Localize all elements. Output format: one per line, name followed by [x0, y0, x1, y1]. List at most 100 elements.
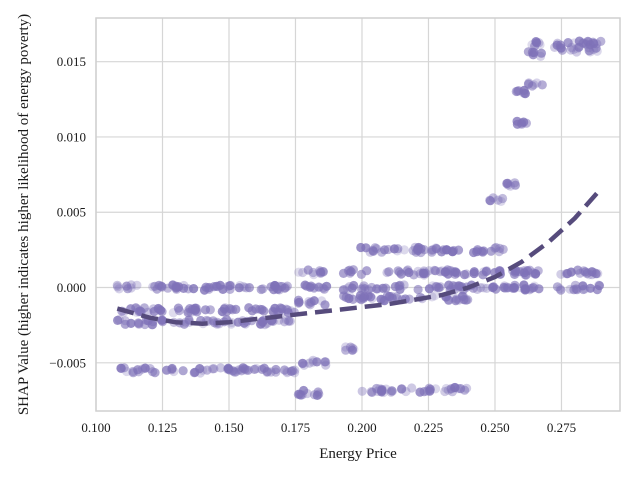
data-point — [190, 367, 200, 377]
data-point — [201, 282, 211, 292]
data-point — [574, 42, 584, 52]
data-point — [587, 270, 597, 280]
data-point — [434, 283, 444, 293]
data-point — [451, 294, 462, 304]
data-point — [491, 284, 501, 294]
data-point — [321, 357, 331, 367]
data-point — [567, 42, 577, 53]
data-point — [589, 267, 599, 278]
data-point — [122, 281, 132, 291]
data-point — [580, 284, 590, 294]
data-point — [271, 364, 281, 375]
data-point — [200, 305, 211, 315]
data-point — [453, 245, 464, 255]
data-point — [140, 363, 150, 373]
data-point — [481, 266, 491, 277]
data-point — [229, 367, 239, 377]
data-point — [596, 36, 606, 47]
data-point — [584, 46, 594, 56]
data-point — [228, 366, 238, 376]
data-point — [446, 384, 456, 394]
data-point — [216, 363, 226, 373]
data-point — [432, 282, 442, 292]
data-point — [179, 280, 189, 291]
data-point — [407, 383, 417, 393]
y-tick-label: −0.005 — [49, 355, 86, 370]
data-point — [583, 36, 593, 47]
data-point — [361, 243, 371, 253]
data-point — [383, 244, 393, 255]
data-point — [479, 267, 489, 277]
data-point — [486, 246, 496, 256]
y-tick-label: 0.010 — [57, 129, 86, 144]
data-point — [251, 304, 261, 314]
data-point — [566, 45, 576, 55]
data-point — [113, 282, 123, 292]
data-point — [218, 284, 228, 294]
data-point — [569, 285, 579, 295]
data-point — [297, 358, 308, 368]
grid — [95, 18, 620, 411]
data-point — [279, 317, 290, 327]
data-point — [502, 178, 512, 189]
data-point — [430, 266, 440, 276]
data-point — [396, 384, 407, 394]
data-point — [430, 291, 440, 301]
data-point — [296, 390, 306, 400]
data-point — [512, 119, 523, 129]
data-point — [473, 245, 483, 255]
data-point — [427, 245, 437, 255]
data-point — [135, 306, 145, 316]
data-point — [134, 367, 144, 377]
data-point — [112, 280, 122, 290]
data-point — [313, 387, 323, 397]
data-point — [262, 318, 272, 328]
data-point — [189, 284, 199, 294]
y-axis-title: SHAP Value (higher indicates higher like… — [16, 14, 32, 415]
data-point — [591, 43, 601, 53]
data-point — [128, 368, 138, 378]
data-point — [224, 303, 235, 314]
data-point — [573, 265, 583, 275]
data-point — [239, 282, 250, 293]
x-tick-label: 0.250 — [480, 420, 509, 435]
data-point — [148, 282, 158, 292]
data-point — [454, 281, 464, 291]
data-point — [493, 195, 503, 205]
data-point — [376, 294, 386, 304]
data-point — [585, 283, 596, 293]
data-point — [209, 364, 219, 374]
trend-line — [116, 189, 601, 326]
data-point — [235, 280, 245, 291]
data-point — [225, 281, 235, 291]
data-point — [413, 284, 423, 295]
data-point — [240, 364, 250, 374]
data-point — [162, 365, 172, 375]
data-point — [349, 280, 359, 291]
data-point — [424, 383, 434, 393]
data-point — [230, 367, 240, 377]
data-point — [222, 364, 233, 374]
data-point — [306, 297, 316, 307]
data-point — [290, 365, 300, 375]
data-point — [356, 269, 366, 279]
data-point — [149, 306, 159, 317]
data-point — [195, 368, 205, 378]
data-point — [401, 386, 411, 397]
data-point — [391, 292, 402, 302]
data-point — [285, 316, 295, 326]
data-point — [183, 284, 193, 294]
data-point — [366, 292, 376, 302]
data-point — [459, 270, 470, 280]
data-point — [447, 387, 457, 397]
data-point — [293, 298, 304, 308]
data-point — [537, 80, 547, 90]
data-point — [224, 364, 234, 374]
data-point — [557, 45, 567, 55]
data-point — [526, 283, 536, 294]
data-point — [320, 357, 330, 367]
data-point — [367, 293, 377, 304]
data-point — [262, 366, 272, 377]
data-point — [451, 281, 461, 291]
